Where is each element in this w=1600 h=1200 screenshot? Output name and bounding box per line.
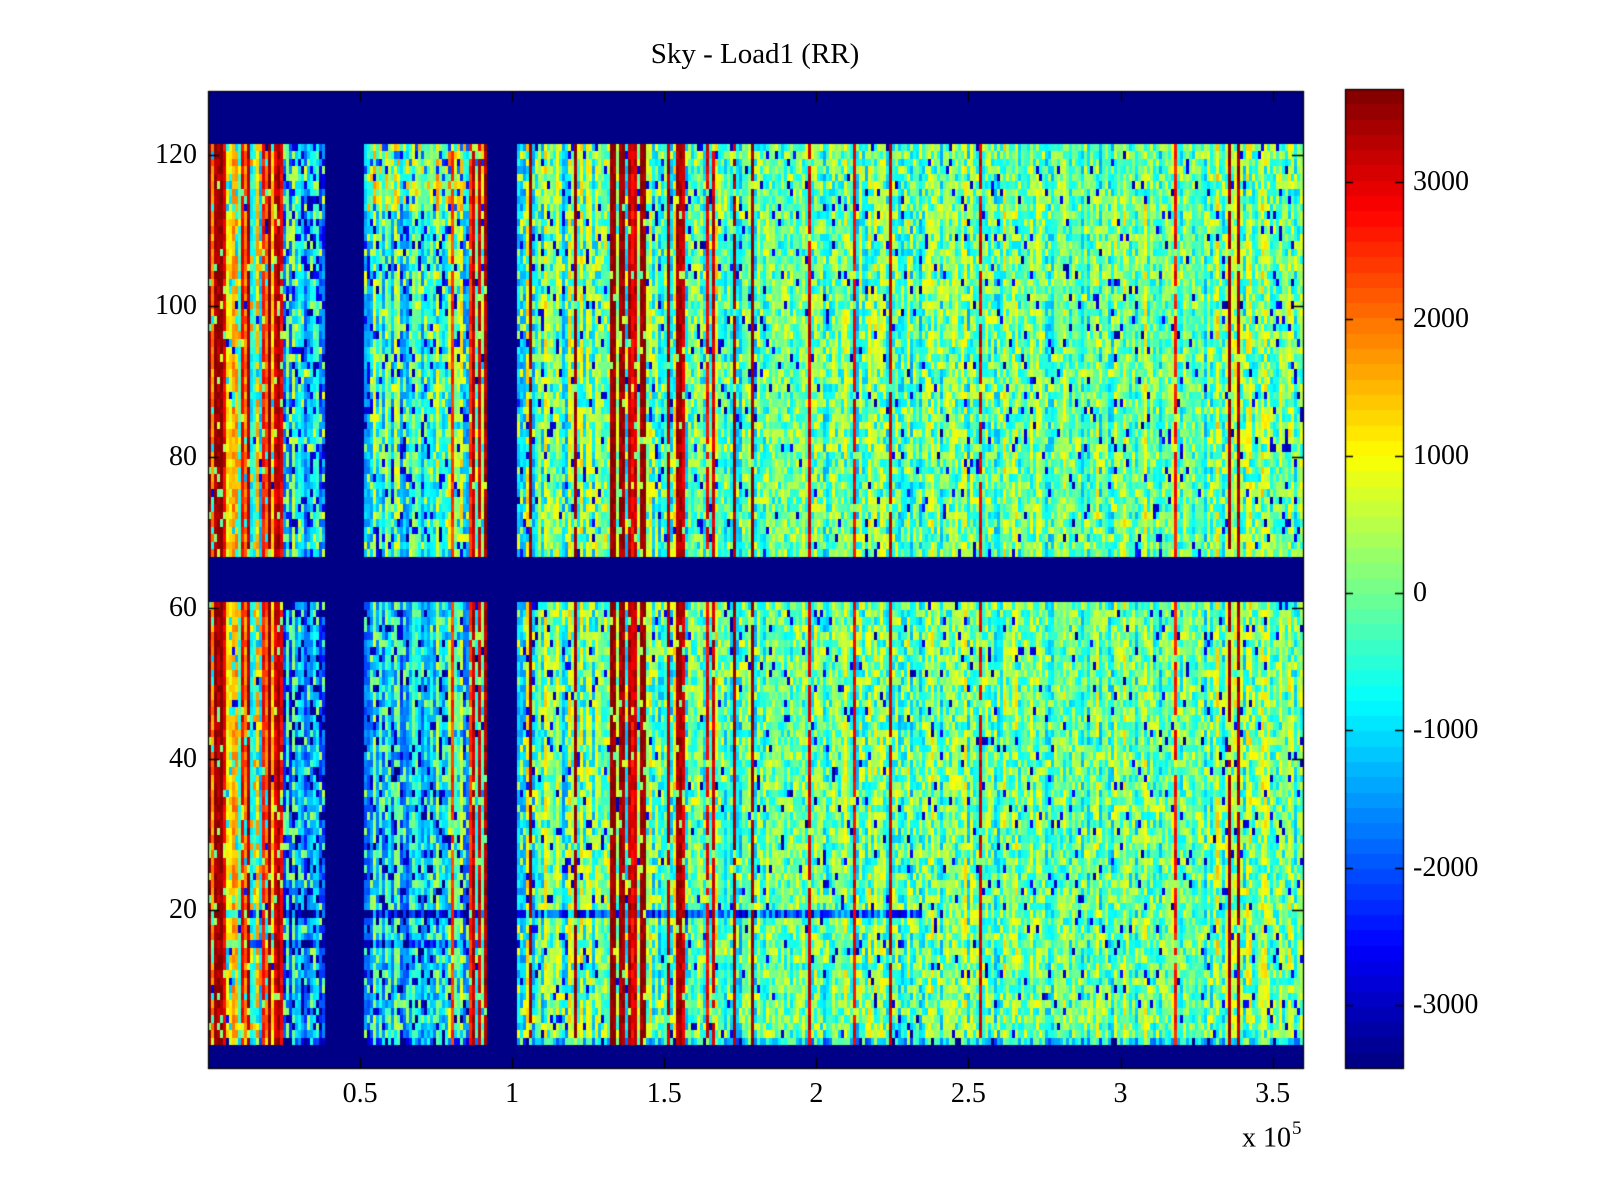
x-axis-exponent-label: x 105 [1242, 1118, 1302, 1154]
plot-title: Sky - Load1 (RR) [650, 38, 860, 70]
colorbar-tick-label: 2000 [1413, 302, 1469, 334]
x-tick-label: 0.5 [342, 1078, 378, 1109]
x-tick-label: 1.5 [646, 1078, 682, 1109]
colorbar-tick-label: -1000 [1413, 714, 1479, 746]
y-tick-label: 80 [169, 440, 197, 472]
colorbar-tick-label: 3000 [1413, 165, 1469, 197]
y-tick-label: 40 [169, 742, 197, 774]
y-tick-label: 100 [155, 290, 197, 321]
x-tick-label: 1 [505, 1078, 520, 1109]
colorbar-tick-label: -2000 [1413, 851, 1479, 883]
x-tick-label: 3.5 [1255, 1078, 1291, 1109]
y-tick-label: 20 [169, 893, 197, 925]
exponent-power-text: 5 [1292, 1118, 1302, 1139]
colorbar-tick-label: 1000 [1413, 440, 1469, 472]
x-tick-label: 3 [1113, 1078, 1128, 1109]
x-tick-label: 2 [809, 1078, 824, 1109]
y-tick-label: 60 [169, 591, 197, 623]
x-tick-label: 2.5 [950, 1078, 986, 1109]
y-tick-label: 120 [155, 139, 197, 171]
colorbar-tick-label: 0 [1413, 577, 1427, 609]
colorbar-tick-label: -3000 [1413, 988, 1479, 1020]
exponent-base-text: x 10 [1242, 1122, 1291, 1154]
